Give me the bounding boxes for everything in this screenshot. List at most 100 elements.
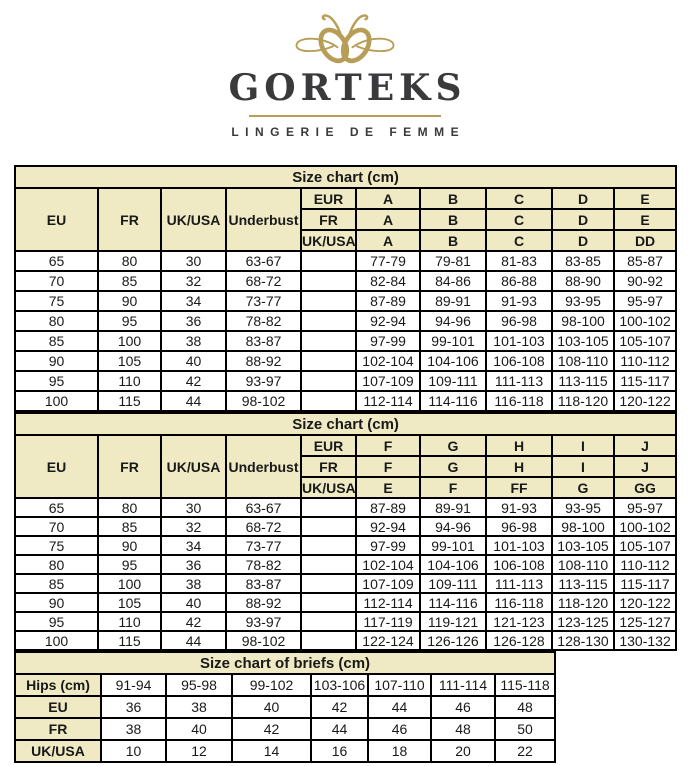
value-cell: 88-92 [225,350,302,372]
value-cell: 85 [14,330,99,352]
value-cell: 44 [160,630,227,651]
cup-letter-cell: C [485,208,553,231]
value-cell: 79-81 [419,250,487,272]
value-cell: 110-112 [612,554,678,575]
cup-letter-cell: G [419,455,487,478]
cup-letter-cell: A [355,229,421,252]
value-cell: 38 [160,573,227,594]
value-cell: 110 [97,370,162,392]
header-row: UK/USA E F FF G GG [15,476,678,499]
value-cell: 99-101 [419,535,487,556]
value-cell: 90 [14,350,99,372]
row-header-cell: FR [14,717,102,741]
value-cell: 92-94 [355,310,421,332]
value-cell: 38 [165,695,233,719]
value-cell: 88-90 [551,270,615,292]
cup-letter-cell: B [419,187,487,210]
value-cell: 48 [493,695,557,719]
row-header-cell: UK/USA [14,739,102,763]
value-cell [300,370,357,392]
value-cell: 119-121 [419,611,487,632]
table-row: FR 38 40 42 44 46 48 50 [14,717,557,741]
cup-letter-cell: F [419,476,487,499]
value-cell: 42 [310,695,369,719]
value-cell: 82-84 [355,270,421,292]
table-row: 80 95 36 78-82 92-94 94-96 96-98 98-100 100-102 [14,310,678,332]
header-row: EU FR UK/USA Underbust EUR F G H I J [14,434,678,499]
table-row: EU 36 38 40 42 44 46 48 [14,695,557,719]
value-cell: 84-86 [419,270,487,292]
cup-letter-cell: F [355,434,421,457]
table-row: 80 95 36 78-82 102-104 104-106 106-108 108-110 1… [14,554,678,575]
value-cell: 70 [14,516,99,537]
value-cell [300,592,357,613]
value-cell: 103-105 [551,535,615,556]
value-cell: 80 [14,310,99,332]
value-cell: 110-112 [612,350,678,372]
cup-system-label: EUR [300,434,357,457]
butterfly-icon [295,14,395,64]
value-cell: 40 [160,350,227,372]
briefs-rows: Hips (cm) 91-94 95-98 99-102 103-106 107-110 1… [14,673,557,763]
value-cell: 12 [165,739,233,763]
cup-letter-cell: E [355,476,421,499]
value-cell: 107-109 [355,573,421,594]
value-cell: 68-72 [225,516,302,537]
row-header-cell: EU [14,695,102,719]
value-cell: 42 [160,370,227,392]
table-row: 75 90 34 73-77 97-99 99-101 101-103 103-105 105-… [14,535,678,556]
table-row: 70 85 32 68-72 82-84 84-86 86-88 88-90 90-92 [14,270,678,292]
value-cell: 48 [430,717,496,741]
cup-letter-cell: FF [485,476,553,499]
value-cell: 65 [14,497,99,518]
cup-letter-cell: D [551,187,615,210]
cup-letter-cell: GG [612,476,678,499]
value-cell: 95-97 [612,497,678,518]
value-cell: 103-105 [551,330,615,352]
table-row: 70 85 32 68-72 92-94 94-96 96-98 98-100 100-102 [14,516,678,537]
bra-size-chart-a-e: Size chart (cm) EU FR UK/USA Underbust E… [13,165,678,412]
cup-letter-cell: DD [612,229,678,252]
cup-letter-cell: C [485,229,553,252]
value-cell: 126-128 [485,630,553,651]
value-cell: 104-106 [419,554,487,575]
value-cell: 100-102 [612,310,678,332]
value-cell [300,350,357,372]
cup-system-label: FR [300,455,357,478]
value-cell: 109-111 [419,573,487,594]
value-cell: 104-106 [419,350,487,372]
value-cell: 30 [160,497,227,518]
value-cell: 90 [14,592,99,613]
value-cell: 105-107 [612,535,678,556]
value-cell: 105-107 [612,330,678,352]
table-row: UK/USA 10 12 14 16 18 20 22 [14,739,557,763]
value-cell: 88-92 [225,592,302,613]
value-cell: 108-110 [551,554,615,575]
value-cell: 107-109 [355,370,421,392]
value-cell: 95 [97,310,162,332]
value-cell: 115 [97,390,162,412]
value-cell: 18 [367,739,432,763]
table-row: 90 105 40 88-92 112-114 114-116 116-118 118-120… [14,592,678,613]
cup-letter-cell: J [612,434,678,457]
value-cell: 90-92 [612,270,678,292]
value-cell: 115-118 [493,673,557,697]
cup-letter-cell: G [419,434,487,457]
value-cell: 65 [14,250,99,272]
value-cell: 100 [97,330,162,352]
value-cell: 100 [14,390,99,412]
value-cell: 106-108 [485,554,553,575]
value-cell [300,630,357,651]
value-cell: 116-118 [485,390,553,412]
bra-size-chart-f-j: Size chart (cm) EU FR UK/USA Underbust E… [13,412,678,651]
cup-letter-cell: I [551,455,615,478]
value-cell: 46 [430,695,496,719]
value-cell: 63-67 [225,250,302,272]
value-cell: 100 [97,573,162,594]
value-cell: 92-94 [355,516,421,537]
value-cell [300,611,357,632]
value-cell: 111-114 [430,673,496,697]
table-row: 100 115 44 98-102 112-114 114-116 116-118 118-1… [14,390,678,412]
value-cell: 44 [367,695,432,719]
table-title: Size chart of briefs (cm) [13,651,557,675]
